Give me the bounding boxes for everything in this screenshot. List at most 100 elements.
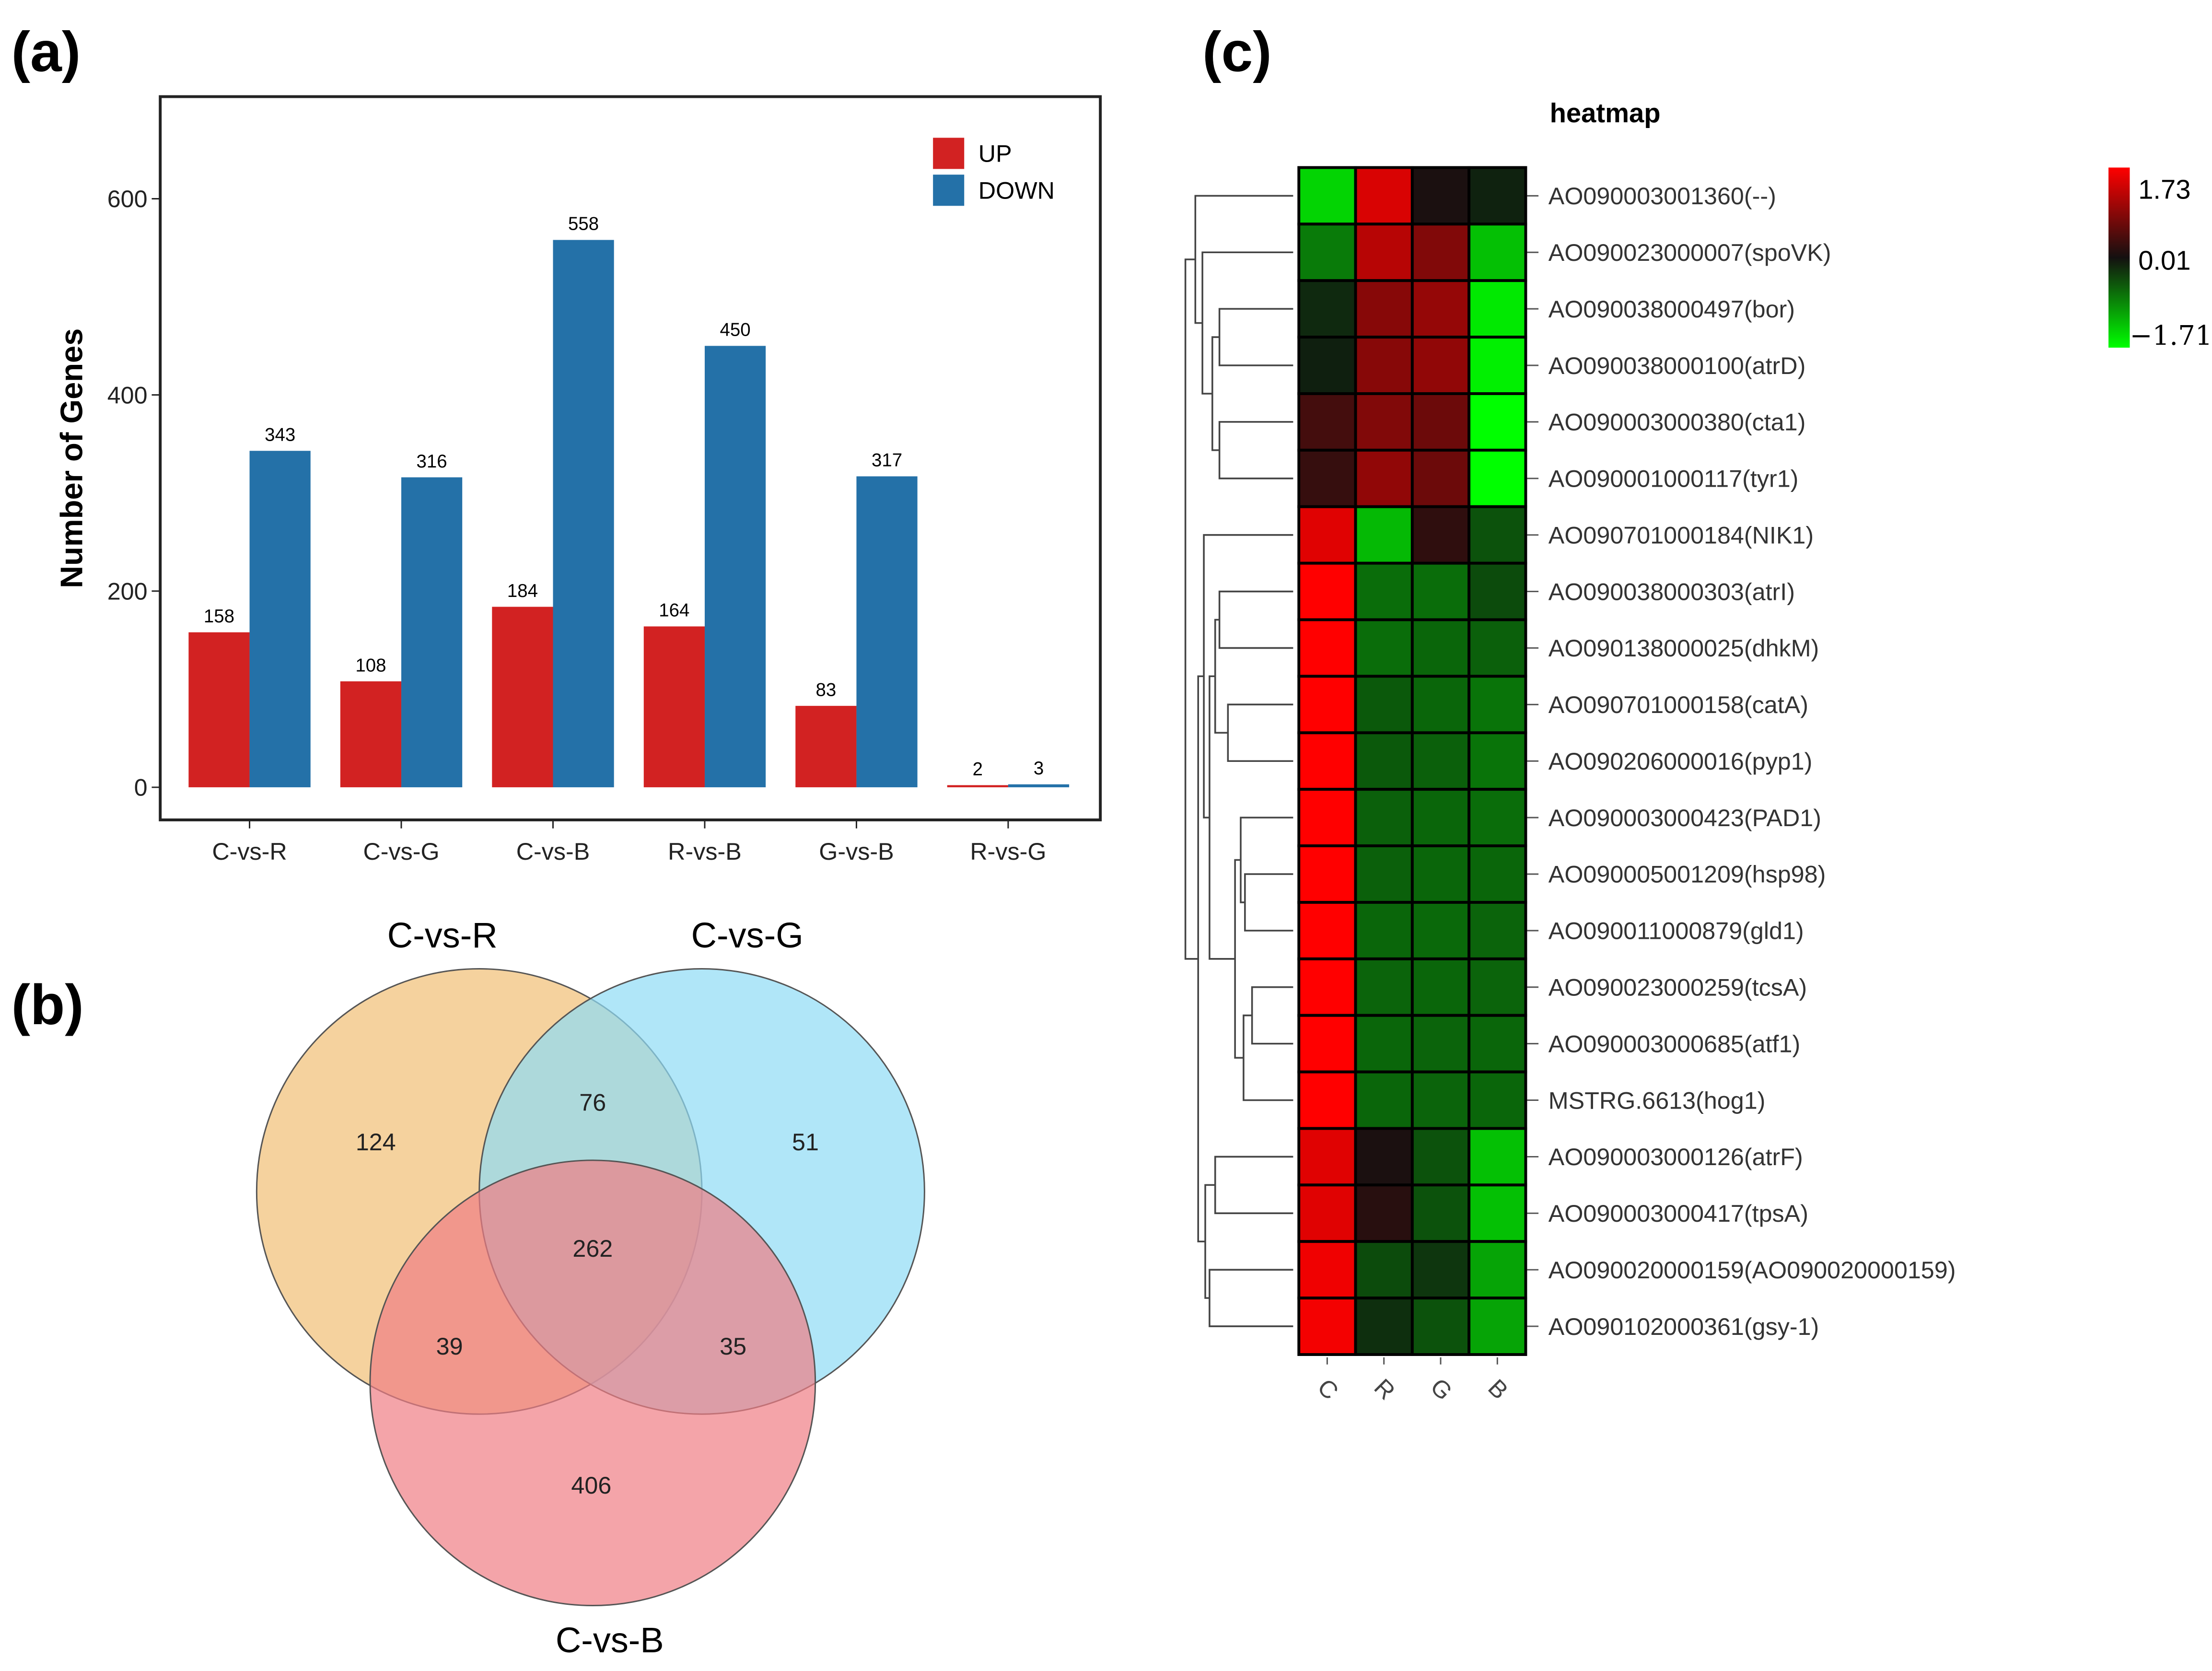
heatmap-cell — [1354, 222, 1414, 282]
dendrogram-branch — [1184, 258, 1199, 960]
heatmap-cell — [1354, 788, 1414, 848]
x-tick-label: G-vs-B — [819, 838, 894, 865]
heatmap-cell — [1467, 505, 1527, 565]
heatmap-cell — [1410, 1014, 1471, 1074]
column-label: G — [1425, 1373, 1458, 1405]
heatmap-cell — [1354, 731, 1414, 791]
heatmap-cell — [1410, 1240, 1471, 1300]
heatmap-cell — [1467, 731, 1527, 791]
column-label: R — [1369, 1373, 1401, 1405]
heatmap-cell — [1467, 1297, 1527, 1356]
row-label: AO090701000184(NIK1) — [1548, 521, 1814, 549]
row-label: AO090003000423(PAD1) — [1548, 804, 1821, 831]
venn-set-label: C-vs-B — [556, 1620, 664, 1660]
heatmap-cell — [1297, 675, 1357, 735]
row-label: AO090701000158(catA) — [1548, 691, 1808, 718]
heatmap-cell — [1410, 1297, 1471, 1356]
heatmap-cell — [1297, 957, 1357, 1017]
dendrogram-branch — [1209, 1269, 1293, 1327]
plot-frame — [159, 95, 1102, 821]
heatmap-cell — [1354, 1297, 1414, 1356]
dendrogram-branch — [1227, 703, 1293, 762]
heatmap-cell — [1297, 336, 1357, 395]
legend-swatch-down — [933, 175, 965, 206]
bar-value-label: 108 — [355, 655, 386, 676]
row-label: AO090003000380(cta1) — [1548, 409, 1806, 436]
row-label: AO090003000126(atrF) — [1548, 1143, 1803, 1170]
heatmap-cell — [1354, 279, 1414, 339]
heatmap-cell — [1410, 448, 1471, 508]
heatmap-cell — [1410, 675, 1471, 735]
heatmap-cell — [1297, 166, 1357, 226]
panel-label-a: (a) — [12, 20, 81, 83]
dendrogram-branch — [1218, 421, 1293, 479]
heatmap-cell — [1354, 505, 1414, 565]
x-tick-label: C-vs-B — [516, 838, 590, 865]
heatmap-cell — [1297, 505, 1357, 565]
bar-down — [553, 240, 614, 787]
venn-circle-c-vs-b — [369, 1159, 816, 1607]
bar-chart: Number of Genes 0 200 400 600 C-vs-R 158 343 C-… — [54, 95, 1102, 865]
x-tick-label: C-vs-R — [212, 838, 287, 865]
heatmap-cell — [1297, 222, 1357, 282]
heatmap-cell — [1410, 788, 1471, 848]
row-label: AO090020000159(AO090020000159) — [1548, 1256, 1956, 1284]
heatmap-cell — [1297, 1240, 1357, 1300]
bar-down — [856, 476, 918, 787]
legend-label-up: UP — [978, 140, 1012, 167]
heatmap-cell — [1354, 1014, 1414, 1074]
row-label: MSTRG.6613(hog1) — [1548, 1087, 1766, 1114]
heatmap-cell — [1354, 336, 1414, 395]
y-tick-label: 0 — [134, 774, 148, 801]
dendrogram-branch — [1240, 817, 1293, 903]
heatmap-cell — [1410, 957, 1471, 1017]
heatmap-cell — [1467, 392, 1527, 452]
heatmap-cell — [1354, 561, 1414, 621]
heatmap-cell — [1467, 788, 1527, 848]
heatmap-cell — [1297, 1070, 1357, 1130]
panel-label-b: (b) — [12, 973, 84, 1037]
column-label: B — [1483, 1374, 1513, 1404]
heatmap-cell — [1467, 618, 1527, 678]
row-label: AO090011000879(gld1) — [1548, 917, 1804, 945]
dendrogram-branch — [1214, 1156, 1293, 1215]
bar-value-label: 184 — [507, 581, 538, 601]
heatmap: heatmap AO090003001360(--) AO090023000007… — [1184, 98, 2212, 1405]
legend-label-down: DOWN — [978, 176, 1055, 204]
bar-value-label: 83 — [815, 679, 836, 700]
heatmap-cell — [1297, 448, 1357, 508]
dendrogram-branch — [1214, 619, 1228, 734]
dendrogram-branch — [1251, 986, 1293, 1045]
x-tick-label: R-vs-B — [668, 838, 742, 865]
venn-set-label: C-vs-G — [691, 915, 803, 955]
heatmap-cell — [1297, 561, 1357, 621]
heatmap-cell — [1410, 1070, 1471, 1130]
heatmap-cell — [1297, 279, 1357, 339]
row-label: AO090023000259(tcsA) — [1548, 974, 1807, 1001]
heatmap-cell — [1354, 392, 1414, 452]
heatmap-cell — [1467, 1240, 1527, 1300]
bar-up — [643, 626, 705, 787]
venn-count: 35 — [720, 1332, 746, 1360]
venn-set-label: C-vs-R — [387, 915, 498, 955]
row-label: AO090206000016(pyp1) — [1548, 748, 1813, 775]
heatmap-cell — [1467, 1127, 1527, 1187]
dendrogram-branch — [1244, 873, 1293, 932]
heatmap-cell — [1410, 731, 1471, 791]
heatmap-cell — [1410, 336, 1471, 395]
dendrogram-branch — [1218, 590, 1293, 649]
bar-down — [249, 451, 311, 787]
dendrogram-branch — [1204, 1184, 1215, 1299]
bar-value-label: 316 — [417, 451, 447, 472]
heatmap-cell — [1410, 392, 1471, 452]
row-label: AO090003000417(tpsA) — [1548, 1200, 1808, 1227]
bar-down — [704, 346, 766, 787]
bar-up — [492, 607, 553, 787]
panel-label-c: (c) — [1202, 20, 1272, 83]
venn-count: 51 — [792, 1128, 819, 1156]
heatmap-cell — [1354, 618, 1414, 678]
heatmap-cell — [1354, 900, 1414, 960]
row-label: AO090003001360(--) — [1548, 182, 1776, 210]
row-label: AO090038000303(atrI) — [1548, 578, 1795, 605]
